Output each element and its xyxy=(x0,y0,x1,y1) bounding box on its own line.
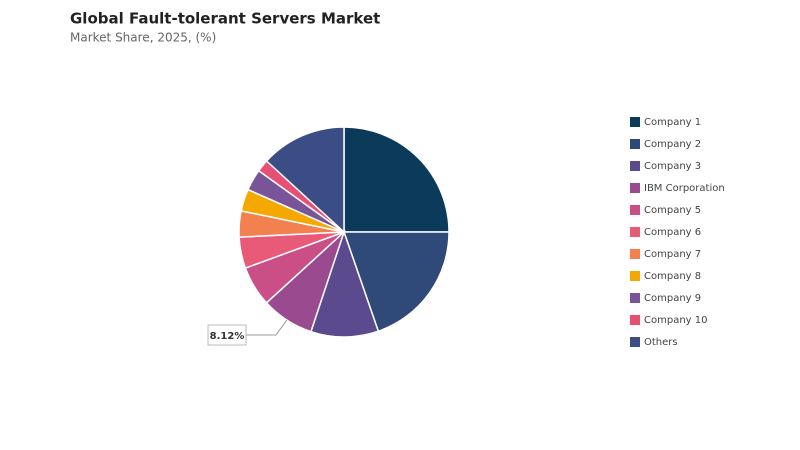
legend-swatch xyxy=(630,161,640,171)
legend-label: Others xyxy=(644,337,678,348)
legend-label: Company 6 xyxy=(644,227,701,238)
value-label: 8.12% xyxy=(210,331,245,342)
legend-label: Company 3 xyxy=(644,161,701,172)
legend-swatch xyxy=(630,205,640,215)
pie-slice xyxy=(309,229,380,338)
legend-label: IBM Corporation xyxy=(644,183,725,194)
legend-swatch xyxy=(630,139,640,149)
legend-label: Company 5 xyxy=(644,205,701,216)
legend-label: Company 1 xyxy=(644,117,701,128)
chart-subtitle: Market Share, 2025, (%) xyxy=(70,31,216,45)
legend-swatch xyxy=(630,227,640,237)
chart-title: Global Fault-tolerant Servers Market xyxy=(70,10,380,28)
legend-label: Company 9 xyxy=(644,293,701,304)
legend-swatch xyxy=(630,117,640,127)
pie-slice xyxy=(343,126,450,233)
value-label-box xyxy=(207,324,247,346)
legend-swatch xyxy=(630,315,640,325)
legend-label: Company 7 xyxy=(644,249,701,260)
legend-label: Company 8 xyxy=(644,271,701,282)
pie-slice xyxy=(265,126,345,234)
legend-swatch xyxy=(630,183,640,193)
legend-swatch xyxy=(630,337,640,347)
leader-line xyxy=(246,319,288,336)
legend-label: Company 2 xyxy=(644,139,701,150)
legend-swatch xyxy=(630,249,640,259)
legend-swatch xyxy=(630,293,640,303)
legend-swatch xyxy=(630,271,640,281)
legend-label: Company 10 xyxy=(644,315,707,326)
